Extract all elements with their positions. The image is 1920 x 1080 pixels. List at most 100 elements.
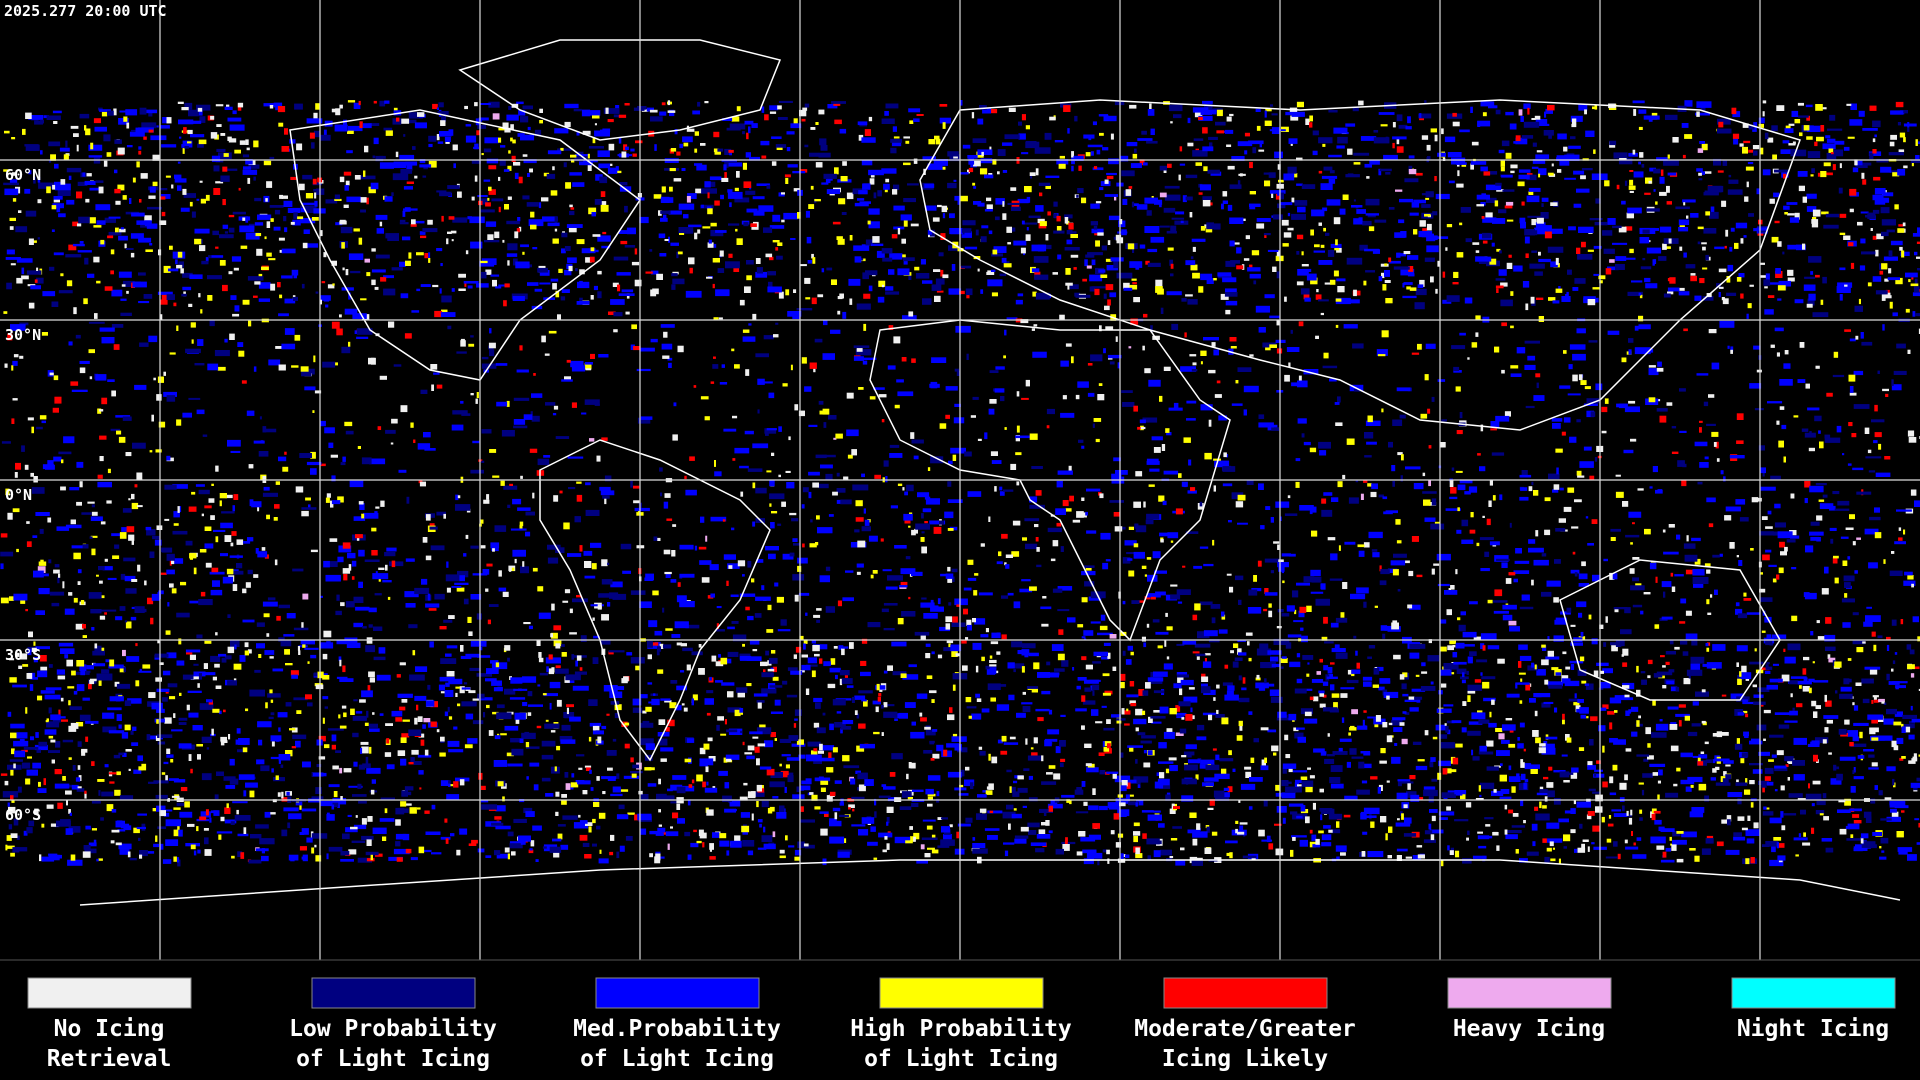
icing-pixel bbox=[417, 112, 425, 117]
icing-pixel bbox=[514, 558, 517, 564]
icing-pixel bbox=[1336, 278, 1346, 282]
icing-pixel bbox=[1902, 222, 1906, 227]
icing-pixel bbox=[854, 256, 862, 263]
icing-pixel bbox=[740, 491, 744, 497]
icing-pixel bbox=[547, 222, 560, 227]
icing-pixel bbox=[1749, 284, 1754, 287]
icing-pixel bbox=[1146, 593, 1161, 598]
icing-pixel bbox=[1404, 178, 1419, 183]
icing-pixel bbox=[340, 226, 353, 234]
icing-pixel bbox=[1726, 292, 1737, 296]
icing-pixel bbox=[688, 257, 695, 265]
icing-pixel bbox=[385, 130, 393, 136]
icing-pixel bbox=[601, 237, 610, 242]
icing-pixel bbox=[1743, 140, 1751, 144]
icing-pixel bbox=[1028, 215, 1041, 218]
icing-pixel bbox=[1805, 383, 1810, 389]
icing-pixel bbox=[476, 283, 489, 288]
icing-pixel bbox=[1202, 146, 1214, 152]
icing-pixel bbox=[1532, 159, 1546, 164]
icing-pixel bbox=[650, 289, 657, 297]
icing-pixel bbox=[479, 103, 491, 105]
icing-pixel bbox=[1797, 102, 1804, 106]
icing-pixel bbox=[1808, 256, 1822, 263]
icing-pixel bbox=[1098, 805, 1108, 811]
icing-pixel bbox=[1159, 532, 1168, 537]
icing-pixel bbox=[1004, 329, 1007, 336]
icing-pixel bbox=[1552, 423, 1561, 429]
icing-pixel bbox=[1284, 513, 1298, 516]
icing-pixel bbox=[35, 512, 50, 516]
icing-pixel bbox=[152, 154, 161, 161]
icing-pixel bbox=[686, 196, 691, 203]
icing-pixel bbox=[1766, 634, 1771, 640]
icing-pixel bbox=[483, 179, 491, 182]
icing-pixel bbox=[568, 265, 573, 272]
icing-pixel bbox=[1703, 401, 1709, 407]
icing-pixel bbox=[1056, 215, 1061, 222]
icing-pixel bbox=[39, 528, 44, 534]
icing-pixel bbox=[1691, 639, 1698, 646]
icing-pixel bbox=[1396, 540, 1402, 544]
icing-pixel bbox=[715, 680, 723, 683]
icing-pixel bbox=[88, 349, 95, 354]
icing-pixel bbox=[1109, 292, 1117, 298]
icing-pixel bbox=[1594, 221, 1608, 226]
icing-pixel bbox=[1591, 638, 1598, 645]
icing-pixel bbox=[1784, 546, 1788, 552]
icing-pixel bbox=[1265, 506, 1271, 510]
icing-pixel bbox=[118, 235, 128, 241]
icing-pixel bbox=[444, 136, 451, 142]
icing-pixel bbox=[1400, 268, 1415, 276]
icing-pixel bbox=[422, 175, 427, 178]
icing-pixel bbox=[694, 131, 699, 136]
icing-pixel bbox=[1275, 193, 1281, 200]
icing-pixel bbox=[89, 536, 93, 539]
icing-pixel bbox=[1588, 614, 1592, 620]
icing-pixel bbox=[181, 293, 187, 297]
icing-pixel bbox=[1533, 559, 1549, 566]
icing-pixel bbox=[905, 140, 910, 144]
icing-pixel bbox=[1090, 621, 1101, 624]
icing-pixel bbox=[230, 450, 241, 453]
icing-pixel bbox=[989, 109, 998, 114]
icing-pixel bbox=[332, 362, 338, 366]
icing-pixel bbox=[1098, 383, 1103, 386]
icing-pixel bbox=[82, 635, 87, 638]
icing-pixel bbox=[830, 658, 836, 665]
icing-pixel bbox=[1663, 293, 1671, 298]
icing-pixel bbox=[1703, 228, 1717, 234]
icing-pixel bbox=[804, 144, 809, 148]
icing-pixel bbox=[1544, 856, 1550, 864]
icing-pixel bbox=[1247, 267, 1261, 272]
icing-pixel bbox=[972, 618, 976, 623]
icing-pixel bbox=[1903, 137, 1906, 143]
icing-pixel bbox=[598, 593, 610, 598]
icing-pixel bbox=[1826, 392, 1833, 397]
icing-pixel bbox=[126, 526, 135, 533]
icing-pixel bbox=[1775, 268, 1781, 274]
icing-pixel bbox=[949, 213, 955, 219]
icing-pixel bbox=[1001, 257, 1007, 263]
icing-pixel bbox=[1767, 401, 1783, 404]
icing-pixel bbox=[1285, 111, 1299, 116]
icing-pixel bbox=[31, 487, 45, 494]
icing-pixel bbox=[1199, 184, 1211, 191]
icing-pixel bbox=[1659, 191, 1667, 196]
icing-pixel bbox=[30, 472, 34, 477]
icing-pixel bbox=[347, 130, 354, 134]
icing-pixel bbox=[1076, 194, 1079, 198]
icing-pixel bbox=[1510, 365, 1519, 369]
icing-pixel bbox=[148, 195, 156, 199]
icing-pixel bbox=[1175, 508, 1183, 515]
icing-pixel bbox=[488, 165, 497, 170]
icing-pixel bbox=[1544, 231, 1552, 239]
icing-pixel bbox=[215, 465, 219, 472]
icing-pixel bbox=[347, 100, 356, 103]
icing-pixel bbox=[1273, 638, 1290, 645]
icing-pixel bbox=[938, 252, 944, 257]
icing-pixel bbox=[712, 258, 720, 263]
icing-pixel bbox=[1143, 501, 1146, 508]
icing-pixel bbox=[803, 639, 808, 644]
icing-pixel bbox=[510, 528, 527, 531]
